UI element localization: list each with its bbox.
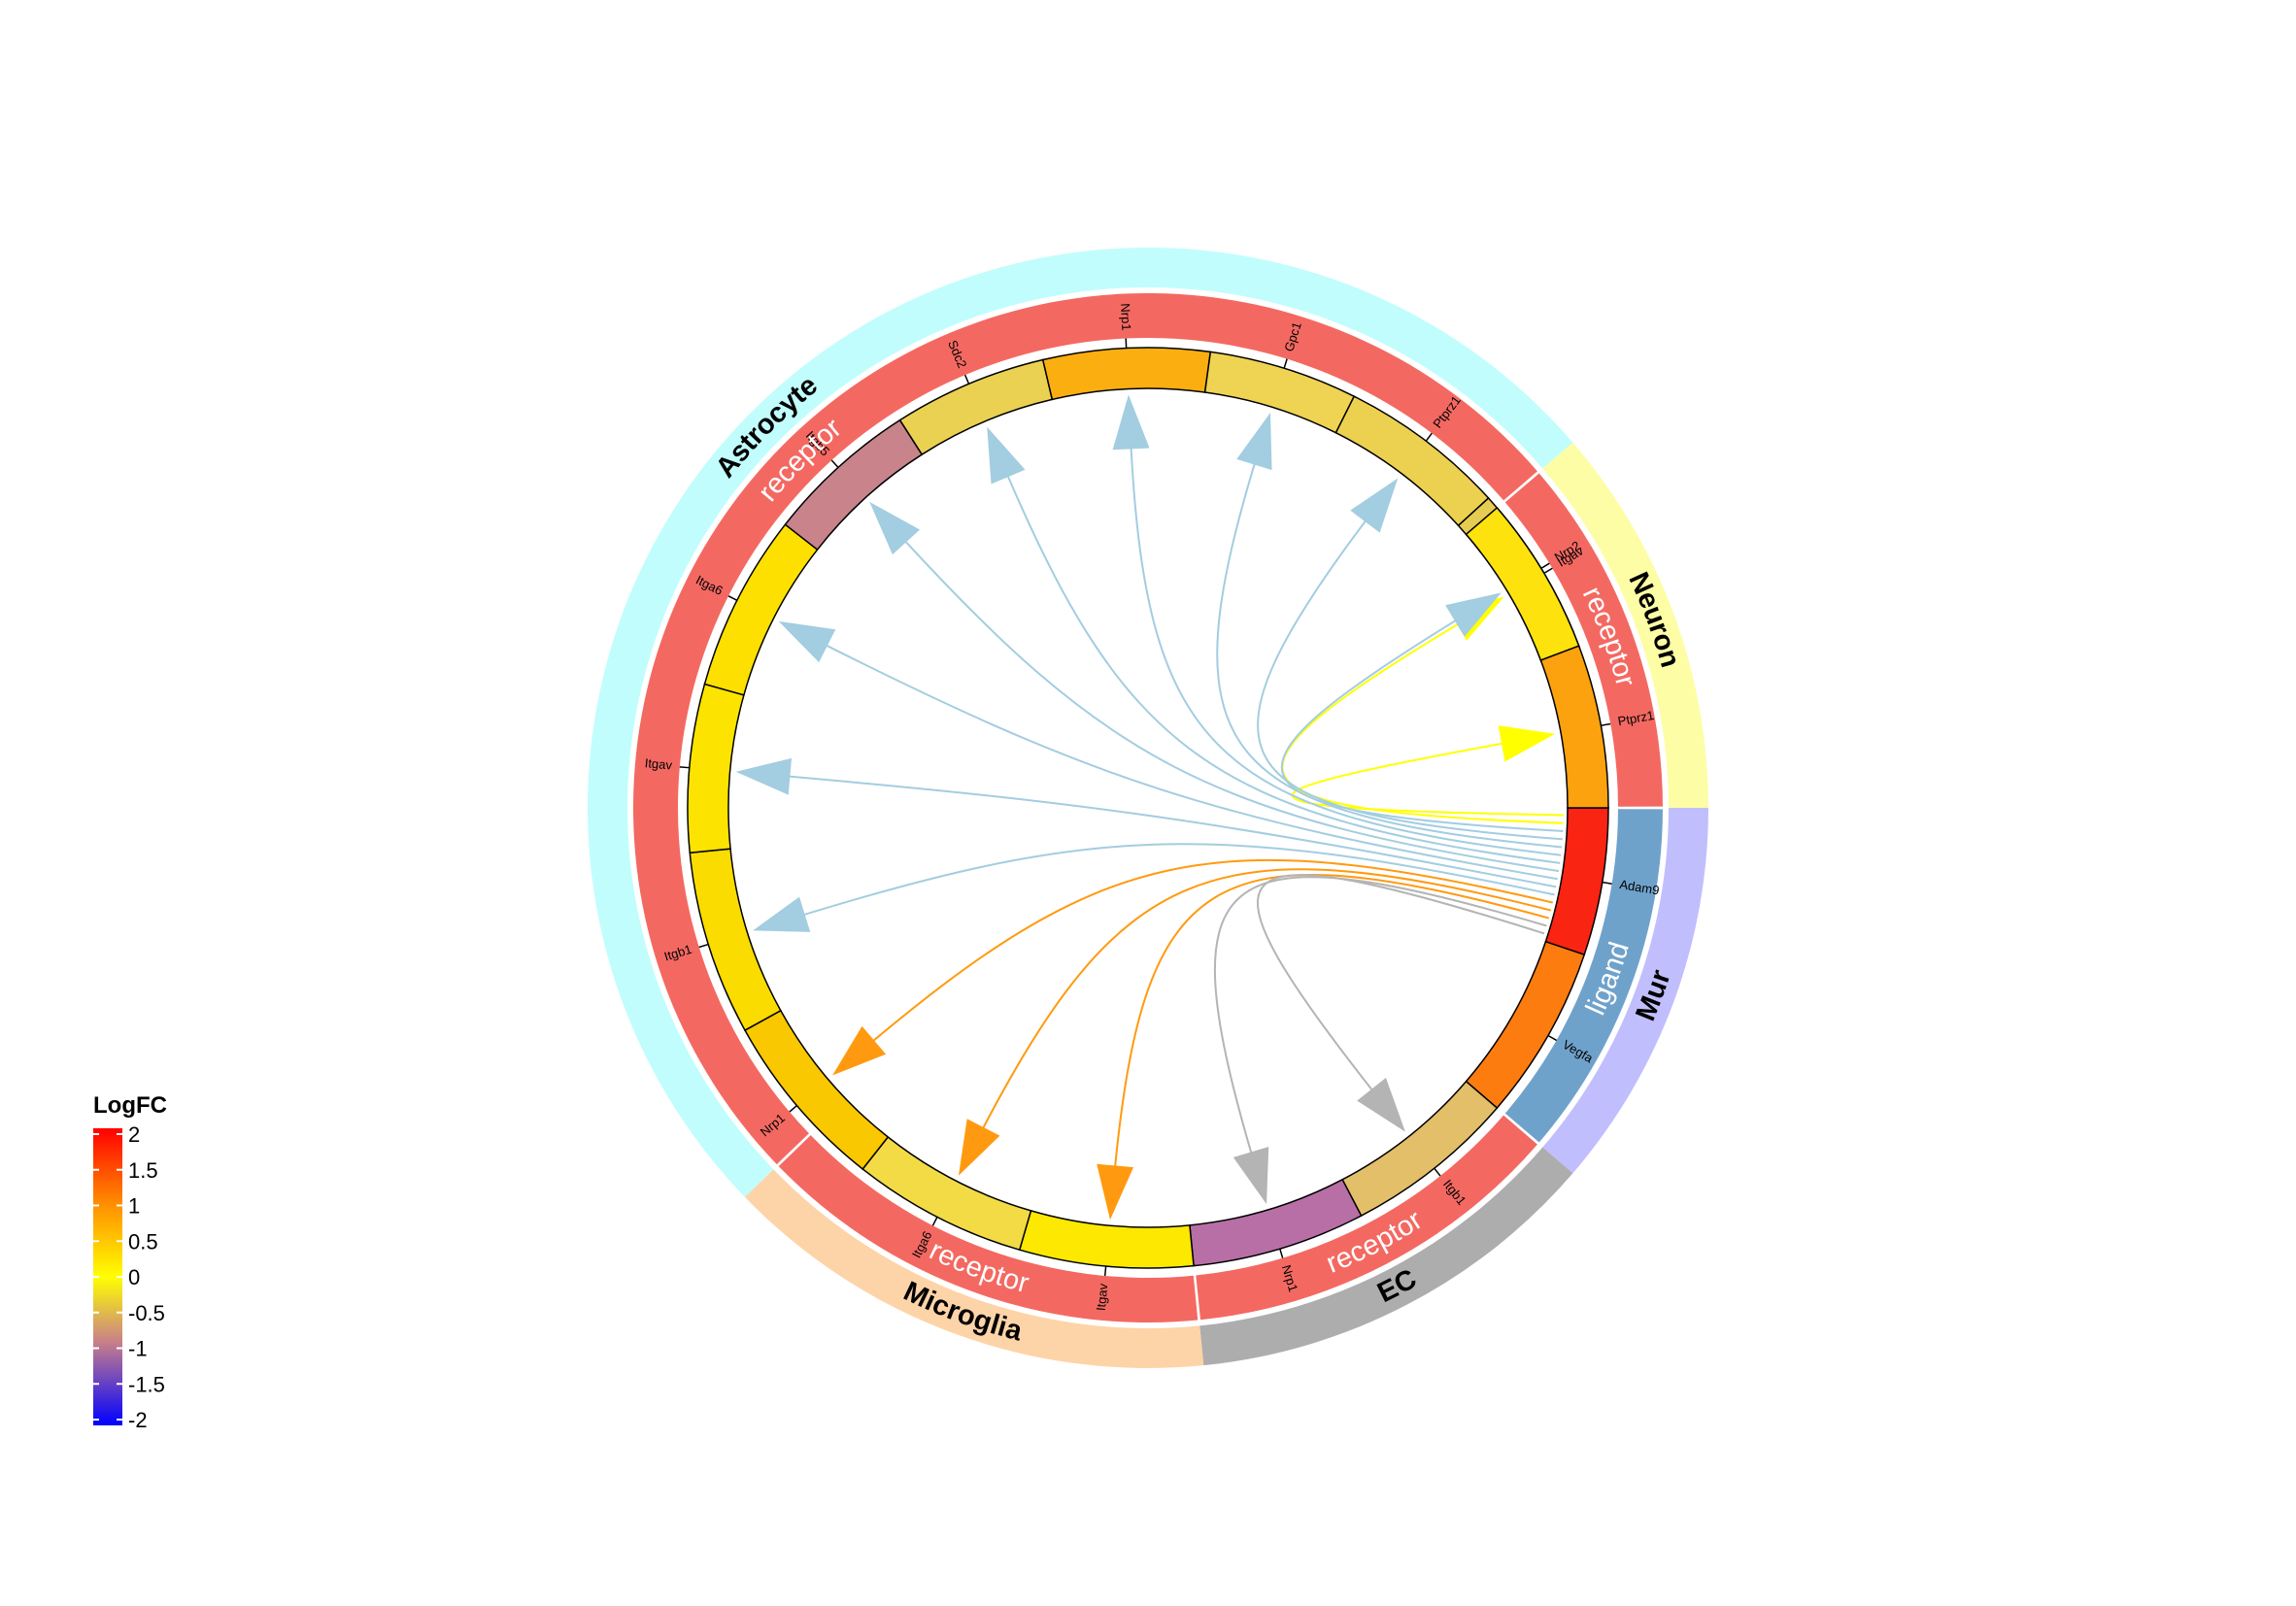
gene-tick: [789, 1105, 797, 1113]
link-adam9-to-nrp1: [860, 858, 1553, 1053]
group-arc-ec: [1199, 1147, 1573, 1366]
link-adam9-to-itga6: [974, 868, 1552, 1144]
link-adam9-to-itgav: [1281, 615, 1564, 824]
link-adam9-to-itgb1: [1256, 874, 1545, 1104]
link-arrowhead: [1112, 394, 1150, 451]
legend-tick-label: -1: [128, 1337, 148, 1361]
link-adam9-to-itgav: [772, 774, 1557, 888]
link-arrowhead: [987, 426, 1026, 485]
link-adam9-to-nrp2: [1280, 611, 1564, 832]
gene-segment-ptprz1-17: [1539, 645, 1609, 809]
legend-tick-label: 2: [128, 1122, 140, 1147]
link-adam9-to-itgb5: [894, 528, 1560, 873]
link-adam9-to-itga6: [811, 637, 1558, 881]
group-arc-microglia: [744, 1169, 1204, 1368]
gene-tick: [1425, 432, 1433, 442]
role-ring: [633, 293, 1663, 1323]
gene-label-nrp1: Nrp1: [1118, 303, 1133, 331]
logfc-legend: LogFC 2 1.5 1 0.5 0 -0.5 -1 -1.5 -2: [93, 1092, 167, 1432]
legend-tick-label: -0.5: [128, 1301, 165, 1325]
link-adam9-to-ptprz1: [1257, 507, 1563, 841]
link-arrowhead: [869, 501, 921, 555]
group-arc-neuron: [1542, 442, 1708, 808]
gene-tick: [727, 595, 738, 601]
link-arrowhead: [1498, 725, 1556, 762]
link-arrowhead: [753, 896, 811, 932]
link-adam9-to-nrp1: [1129, 431, 1562, 856]
gene-tick: [830, 459, 839, 468]
gene-tick: [1434, 1167, 1441, 1177]
role-arc-microglia: [778, 1135, 1199, 1323]
gene-tick: [1283, 358, 1288, 369]
gene-label-adam9: Adam9: [1618, 877, 1660, 897]
role-arc-ec: [1196, 1115, 1537, 1321]
legend-tick-label: -1.5: [128, 1372, 165, 1396]
group-arc-astrocyte: [588, 248, 1573, 1197]
link-arrowhead: [958, 1119, 1000, 1176]
link-arrowhead: [1097, 1163, 1134, 1221]
legend-tick-label: 1: [128, 1194, 140, 1219]
link-adam9-to-ptprz1: [1291, 739, 1564, 817]
gene-tick: [1103, 1265, 1107, 1277]
role-arc-astrocyte: [633, 293, 1537, 1165]
gene-tick: [1602, 881, 1612, 885]
arrowheads-layer: [735, 394, 1556, 1221]
legend-title: LogFC: [93, 1092, 167, 1119]
link-adam9-to-gpc1: [1216, 448, 1563, 849]
role-arc-mur: [1504, 809, 1663, 1143]
gene-tick: [1601, 722, 1611, 726]
link-arrowhead: [1232, 1147, 1269, 1205]
gene-label-ptprz1: Ptprz1: [1617, 708, 1656, 728]
gene-segment-itgav-8: [687, 683, 745, 854]
cell-type-ring: [588, 248, 1708, 1368]
gene-tick: [1279, 1248, 1284, 1258]
legend-tick-label: 1.5: [128, 1158, 158, 1183]
links-layer: [772, 431, 1564, 1184]
gene-ring: [687, 347, 1609, 1269]
gene-tick: [1540, 562, 1550, 570]
gene-segment-itgav-4: [1018, 1209, 1195, 1269]
link-adam9-to-itgav: [1112, 874, 1549, 1184]
link-arrowhead: [1357, 1077, 1405, 1132]
gene-tick: [698, 943, 709, 949]
link-arrowhead: [1236, 413, 1272, 471]
link-arrowhead: [1350, 478, 1399, 533]
role-arc-neuron: [1504, 473, 1663, 807]
legend-ticks: 2 1.5 1 0.5 0 -0.5 -1 -1.5 -2: [93, 1122, 165, 1432]
gene-tick: [679, 766, 690, 769]
link-adam9-to-nrp1: [1213, 876, 1547, 1170]
gene-tick: [931, 1217, 938, 1226]
legend-tick-label: 0: [128, 1265, 140, 1289]
gene-tick: [1543, 567, 1553, 575]
gene-tick: [1547, 1034, 1557, 1042]
gene-tick: [963, 374, 970, 385]
gene-label-itgav: Itgav: [1094, 1283, 1111, 1312]
gene-label-itgav: Itgav: [644, 755, 673, 772]
link-arrowhead: [832, 1025, 887, 1076]
link-adam9-to-itgb1: [788, 843, 1555, 921]
legend-tick-label: -2: [128, 1408, 148, 1432]
link-arrowhead: [1445, 592, 1502, 637]
group-arc-mur: [1542, 808, 1708, 1174]
link-adam9-to-sdc2: [1000, 460, 1561, 864]
gene-segment-nrp1-12: [1041, 347, 1212, 401]
link-arrowhead: [778, 620, 836, 663]
link-arrowhead: [735, 757, 793, 795]
legend-tick-label: 0.5: [128, 1229, 158, 1254]
